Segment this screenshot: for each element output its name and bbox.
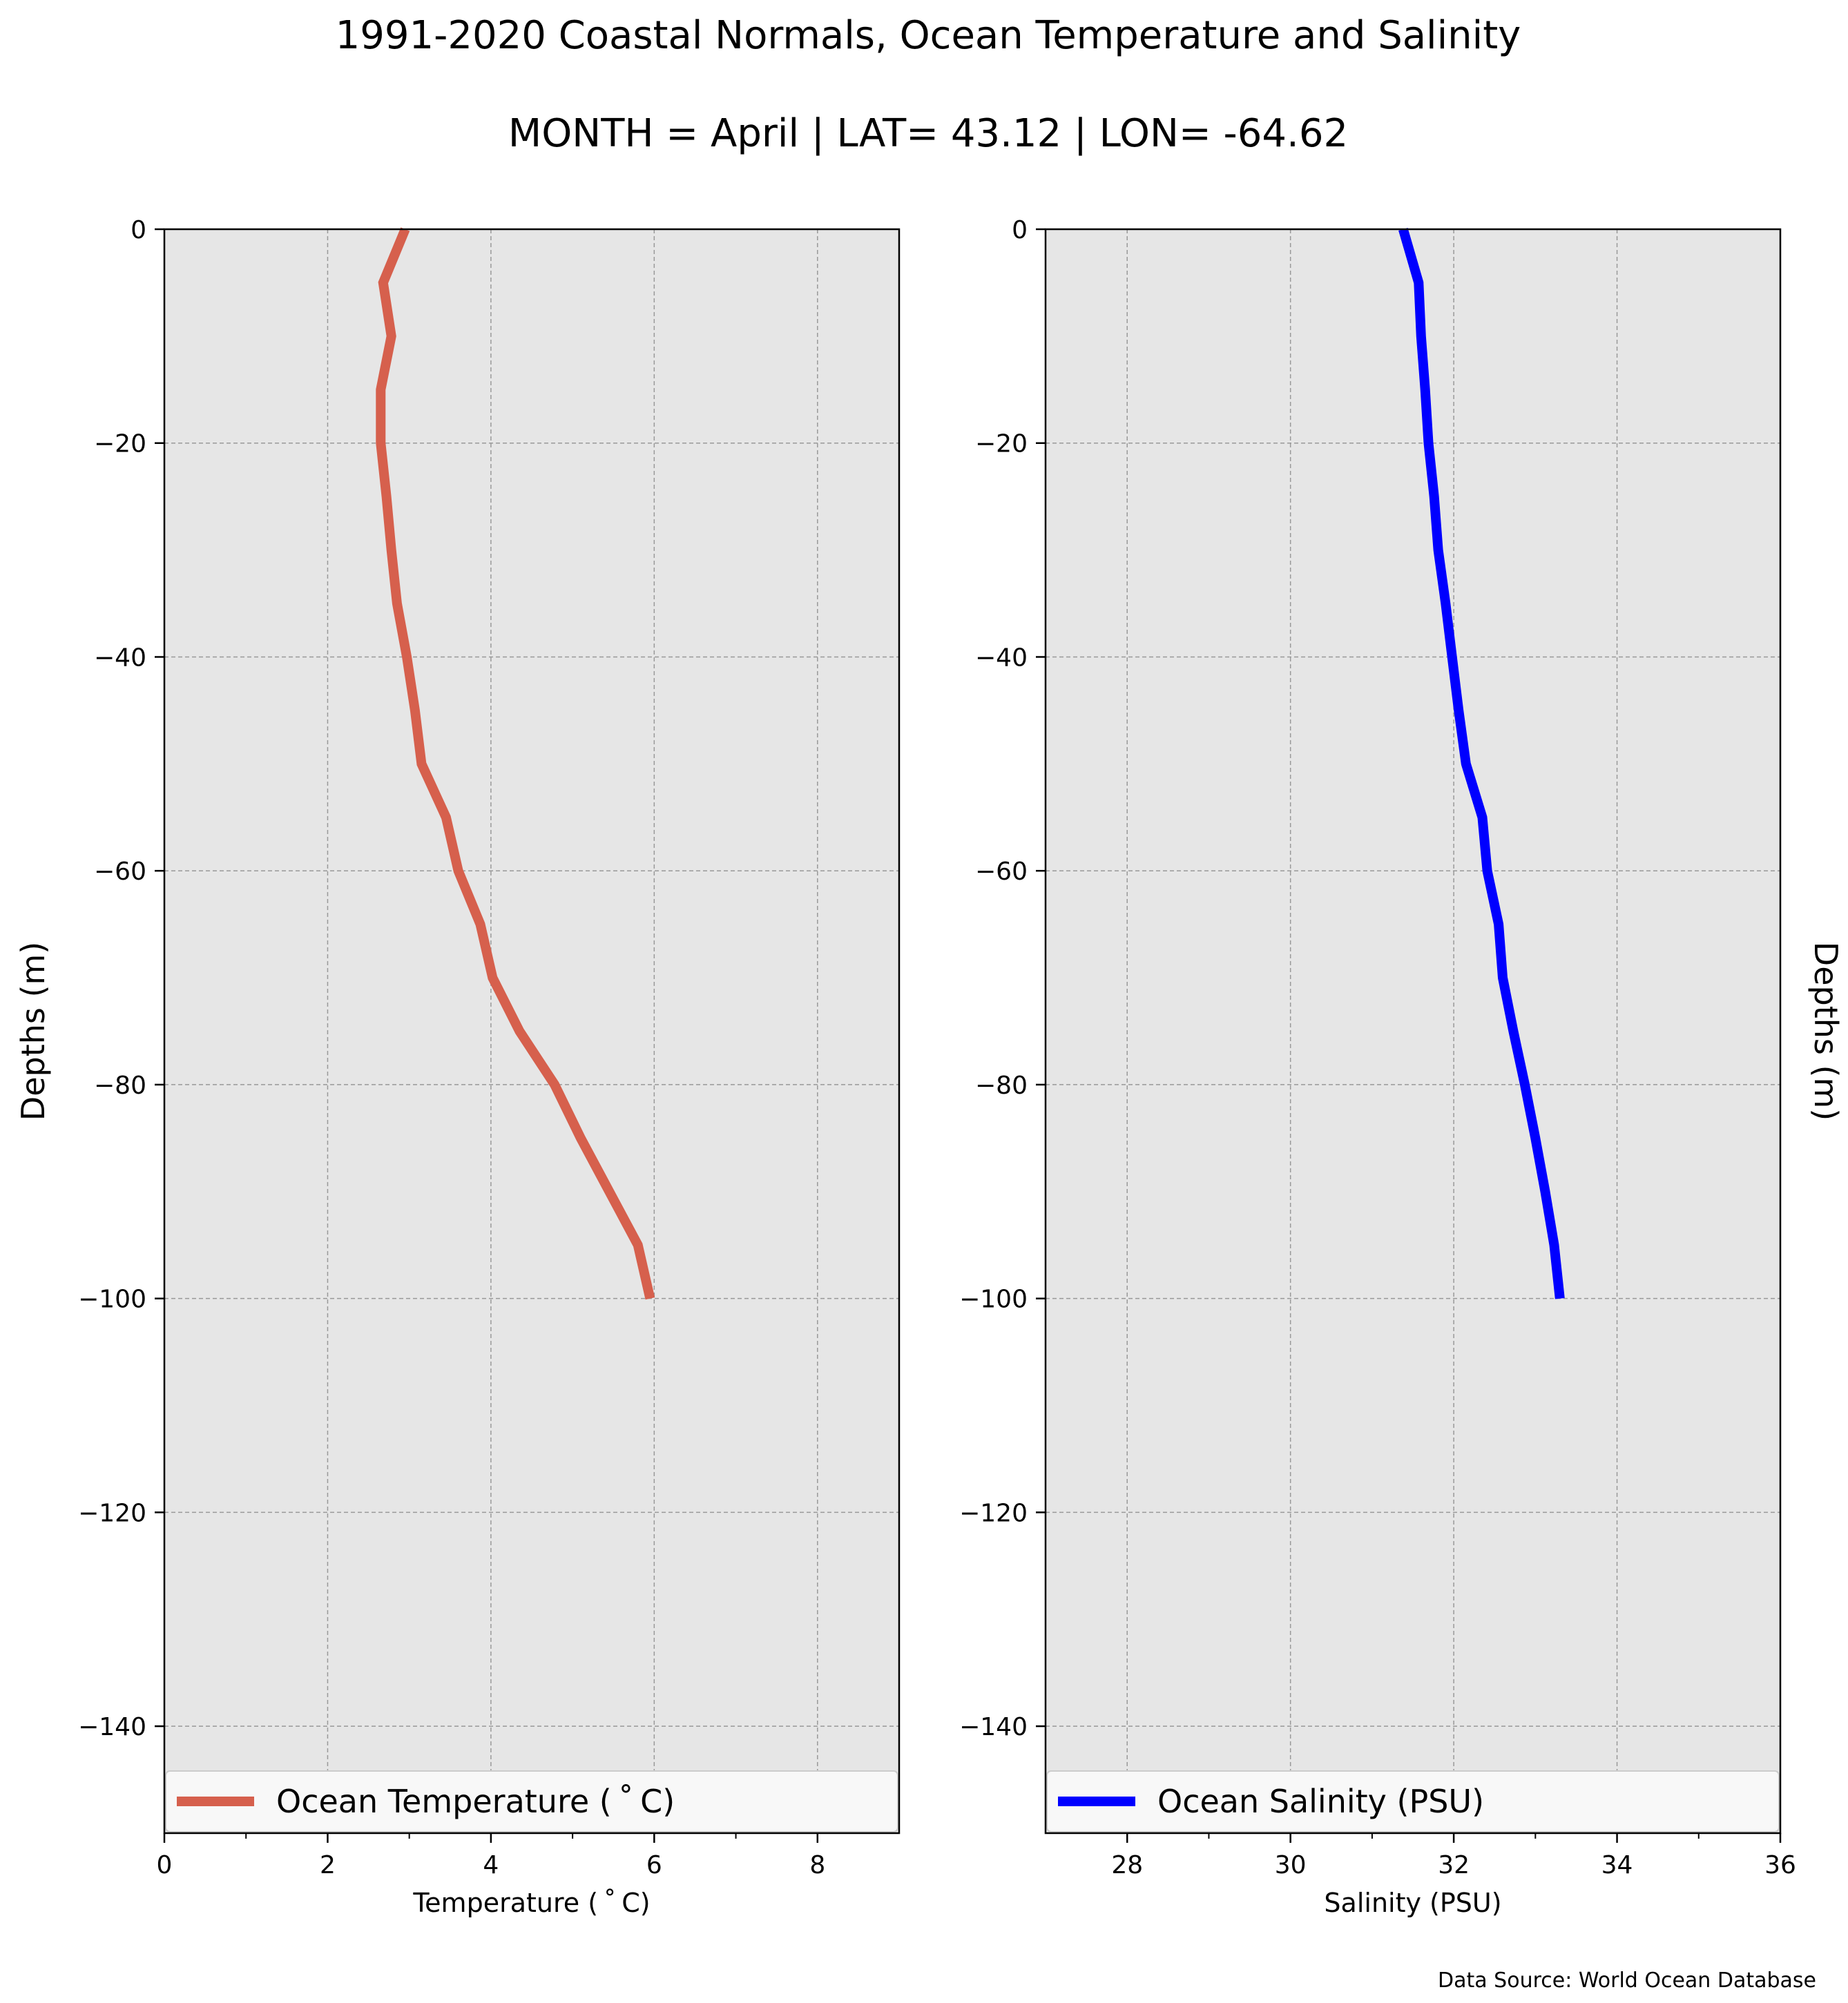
salinity-legend-box: [1046, 1770, 1780, 1832]
temperature-x-tick-label: 0: [157, 1851, 173, 1879]
temperature-y-axis-label: Depths (m): [15, 942, 52, 1121]
salinity-axes-frame: [1044, 228, 1782, 1835]
salinity-legend-label: Ocean Salinity (PSU): [1157, 1783, 1484, 1820]
temperature-x-axis-label: Temperature ( ˚ C): [412, 1888, 650, 1918]
salinity-y-axis-label: Depths (m): [1807, 942, 1845, 1121]
temperature-panel: Ocean Temperature ( ˚ C) 0 2 4 6 8 0 −20 −40 −60 −…: [15, 216, 901, 1918]
temperature-y-tick-label: −80: [94, 1072, 146, 1100]
temperature-legend-label: Ocean Temperature ( ˚ C): [276, 1783, 675, 1820]
temperature-y-tick-label: −100: [78, 1286, 146, 1314]
salinity-x-tick-label: 34: [1601, 1851, 1633, 1879]
temperature-y-tick-label: −20: [94, 430, 146, 458]
salinity-y-tick-label: −60: [975, 858, 1028, 886]
temperature-y-tick-label: −120: [78, 1499, 146, 1527]
salinity-x-axis-label: Salinity (PSU): [1324, 1888, 1501, 1918]
temperature-axes-frame: [163, 228, 901, 1835]
salinity-y-tick-label: −100: [959, 1286, 1028, 1314]
salinity-y-tick-label: −140: [959, 1713, 1028, 1741]
figure-subtitle: MONTH = April | LAT= 43.12 | LON= -64.62: [508, 111, 1348, 156]
temperature-y-tick-label: 0: [131, 216, 146, 244]
salinity-y-tick-label: −80: [975, 1072, 1028, 1100]
salinity-y-tick-label: −120: [959, 1499, 1028, 1527]
temperature-x-tick-label: 2: [320, 1851, 336, 1879]
temperature-y-tick-label: −40: [94, 644, 146, 672]
temperature-plot-area: [164, 229, 899, 1833]
salinity-panel: Ocean Salinity (PSU) 28 30 32 34 36 0 −20 −40 −60…: [959, 216, 1845, 1918]
salinity-y-tick-label: −20: [975, 430, 1028, 458]
salinity-series-line: [1398, 228, 1565, 1299]
salinity-y-tick-label: −40: [975, 644, 1028, 672]
temperature-y-tick-label: −60: [94, 858, 146, 886]
figure-title: 1991-2020 Coastal Normals, Ocean Tempera…: [336, 13, 1521, 58]
salinity-x-tick-label: 36: [1764, 1851, 1796, 1879]
temperature-series-line: [376, 227, 655, 1300]
salinity-x-tick-label: 32: [1438, 1851, 1470, 1879]
temperature-y-tick-label: −140: [78, 1713, 146, 1741]
salinity-x-tick-label: 28: [1111, 1851, 1143, 1879]
salinity-x-tick-label: 30: [1275, 1851, 1307, 1879]
data-source-note: Data Source: World Ocean Database: [1438, 1968, 1816, 1993]
temperature-x-tick-label: 4: [483, 1851, 499, 1879]
temperature-x-tick-label: 8: [809, 1851, 825, 1879]
temperature-x-tick-label: 6: [646, 1851, 662, 1879]
temperature-legend-box: [165, 1770, 898, 1832]
salinity-y-tick-label: 0: [1012, 216, 1028, 244]
salinity-plot-area: [1046, 229, 1780, 1833]
